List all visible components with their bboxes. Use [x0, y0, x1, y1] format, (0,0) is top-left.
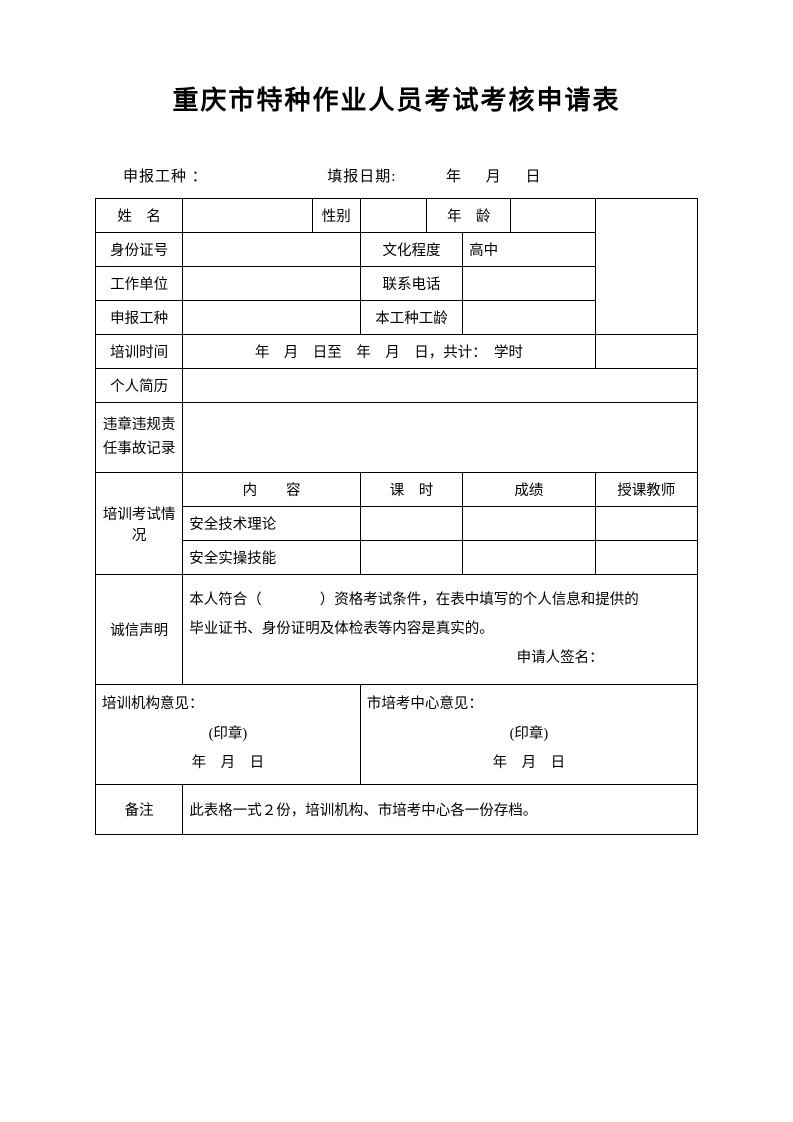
label-teacher: 授课教师 [595, 473, 697, 507]
label-violation: 违章违规责任事故记录 [96, 403, 183, 473]
row-exam-theory: 安全技术理论 [96, 507, 698, 541]
value-traintime[interactable]: 年 月 日至 年 月 日，共计： 学时 [183, 335, 595, 369]
value-workunit[interactable] [183, 267, 361, 301]
label-id: 身份证号 [96, 233, 183, 267]
declaration-body: 本人符合（ ）资格考试条件，在表中填写的个人信息和提供的 毕业证书、身份证明及体… [183, 575, 698, 685]
year-label: 年 [446, 169, 462, 185]
center-date: 年 月 日 [367, 750, 691, 778]
value-edu[interactable]: 高中 [463, 233, 595, 267]
center-stamp: (印章) [367, 721, 691, 749]
label-gender: 性别 [312, 199, 360, 233]
apply-job-label: 申报工种 ： [123, 169, 208, 185]
label-score: 成绩 [463, 473, 595, 507]
value-applyjob[interactable] [183, 301, 361, 335]
row-exam-header: 培训考试情况 内 容 课 时 成绩 授课教师 [96, 473, 698, 507]
traintime-extra [595, 335, 697, 369]
label-phone: 联系电话 [360, 267, 462, 301]
value-gender[interactable] [360, 199, 426, 233]
value-name[interactable] [183, 199, 312, 233]
label-age: 年 龄 [427, 199, 511, 233]
label-jobage: 本工种工龄 [360, 301, 462, 335]
row-name: 姓 名 性别 年 龄 [96, 199, 698, 233]
row-violation: 违章违规责任事故记录 [96, 403, 698, 473]
declaration-line2: 毕业证书、身份证明及体检表等内容是真实的。 [189, 615, 691, 644]
org-stamp: (印章) [102, 721, 354, 749]
label-name: 姓 名 [96, 199, 183, 233]
declaration-line1: 本人符合（ ）资格考试条件，在表中填写的个人信息和提供的 [189, 586, 691, 615]
form-title: 重庆市特种作业人员考试考核申请表 [95, 80, 698, 117]
row-resume: 个人简历 [96, 369, 698, 403]
label-content: 内 容 [183, 473, 361, 507]
org-opinion-cell[interactable]: 培训机构意见： (印章) 年 月 日 [96, 685, 361, 785]
label-workunit: 工作单位 [96, 267, 183, 301]
photo-area[interactable] [595, 199, 697, 335]
value-theory-score[interactable] [463, 507, 595, 541]
center-opinion-label: 市培考中心意见： [367, 691, 691, 719]
value-theory-hours[interactable] [360, 507, 462, 541]
value-resume[interactable] [183, 369, 698, 403]
declaration-sign: 申请人签名： [189, 644, 691, 673]
label-declaration: 诚信声明 [96, 575, 183, 685]
center-opinion-cell[interactable]: 市培考中心意见： (印章) 年 月 日 [360, 685, 697, 785]
row-remark: 备注 此表格一式２份，培训机构、市培考中心各一份存档。 [96, 784, 698, 834]
org-date: 年 月 日 [102, 750, 354, 778]
row-traintime: 培训时间 年 月 日至 年 月 日，共计： 学时 [96, 335, 698, 369]
application-form-page: 重庆市特种作业人员考试考核申请表 申报工种 ： 填报日期: 年 月 日 姓 名 [0, 0, 793, 895]
label-trainexam: 培训考试情况 [96, 473, 183, 575]
value-practice-teacher[interactable] [595, 541, 697, 575]
day-label: 日 [525, 169, 541, 185]
label-hours: 课 时 [360, 473, 462, 507]
org-opinion-label: 培训机构意见： [102, 691, 354, 719]
value-practice-score[interactable] [463, 541, 595, 575]
label-resume: 个人简历 [96, 369, 183, 403]
value-phone[interactable] [463, 267, 595, 301]
label-traintime: 培训时间 [96, 335, 183, 369]
application-table: 姓 名 性别 年 龄 身份证号 文化程度 高中 工作单位 联系电话 申报工种 本… [95, 198, 698, 835]
label-edu: 文化程度 [360, 233, 462, 267]
value-id[interactable] [183, 233, 361, 267]
value-practice-hours[interactable] [360, 541, 462, 575]
row-declaration: 诚信声明 本人符合（ ）资格考试条件，在表中填写的个人信息和提供的 毕业证书、身… [96, 575, 698, 685]
header-line: 申报工种 ： 填报日期: 年 月 日 [95, 165, 698, 186]
row-exam-practice: 安全实操技能 [96, 541, 698, 575]
label-remark: 备注 [96, 784, 183, 834]
value-jobage[interactable] [463, 301, 595, 335]
label-practice: 安全实操技能 [183, 541, 361, 575]
value-theory-teacher[interactable] [595, 507, 697, 541]
month-label: 月 [486, 169, 502, 185]
remark-text: 此表格一式２份，培训机构、市培考中心各一份存档。 [183, 784, 698, 834]
label-theory: 安全技术理论 [183, 507, 361, 541]
fill-date-label: 填报日期: [327, 169, 396, 185]
row-opinions: 培训机构意见： (印章) 年 月 日 市培考中心意见： (印章) 年 月 日 [96, 685, 698, 785]
value-age[interactable] [511, 199, 595, 233]
value-violation[interactable] [183, 403, 698, 473]
label-applyjob: 申报工种 [96, 301, 183, 335]
